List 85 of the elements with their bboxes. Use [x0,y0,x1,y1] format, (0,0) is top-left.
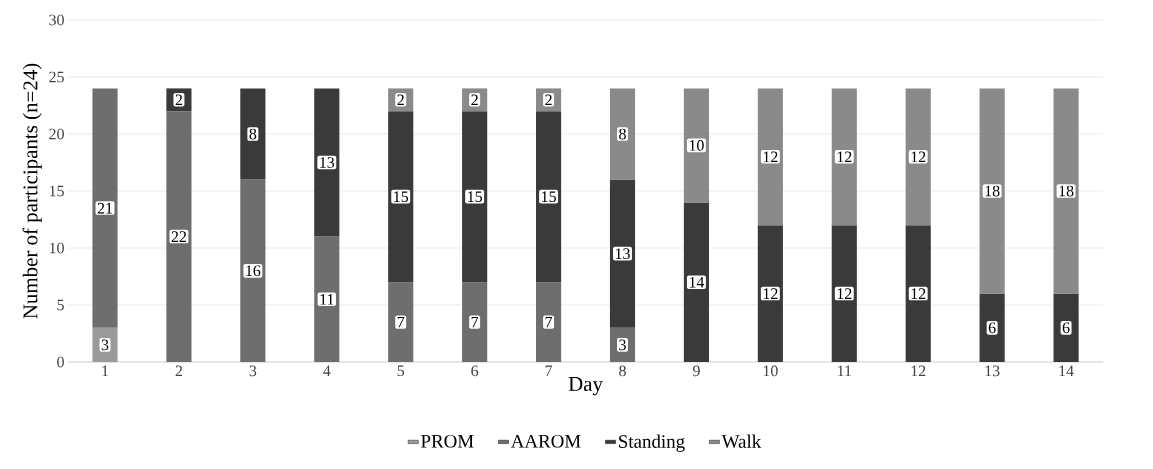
data-label: 12 [911,151,926,163]
bar [905,225,931,362]
data-label: 2 [175,94,183,106]
bar [536,282,562,362]
legend-label: Walk [721,434,762,448]
x-tick-label: 10 [763,365,778,377]
data-label: 16 [246,265,261,277]
data-label: 10 [689,140,704,151]
x-tick-label: 5 [397,365,405,377]
bar [979,293,1005,362]
data-label: 6 [988,322,996,334]
x-tick-label: 2 [175,365,183,377]
data-label: 7 [545,316,553,328]
x-tick-label: 4 [323,365,331,377]
data-label: 8 [619,128,626,140]
data-label: 14 [689,276,705,288]
bar [388,282,414,362]
x-tick-label: 1 [102,365,109,377]
x-tick-label: 7 [545,365,553,376]
bar [757,88,783,226]
bar [905,88,931,226]
y-axis-title: Number of participants (n=24) [22,63,42,319]
bar [831,88,857,226]
x-tick-label: 14 [1059,365,1074,377]
x-tick-label: 11 [838,365,852,377]
data-label: 2 [397,94,404,106]
data-label: 13 [320,157,335,168]
legend-label: Standing [619,434,685,452]
bar [462,282,488,362]
y-tick-label: 15 [49,185,64,197]
y-tick-label: 0 [57,356,64,368]
bar [1053,88,1079,294]
y-tick-label: 30 [49,14,64,26]
bar [536,111,562,283]
data-label: 7 [397,316,405,328]
bar [609,179,636,328]
y-tick-label: 20 [49,128,64,140]
legend-label: PROM [421,434,474,448]
legend-label: AAROM [510,434,581,448]
bar [831,225,857,362]
data-label: 22 [171,231,187,242]
y-tick-label: 5 [57,299,64,311]
x-tick-label: 3 [249,365,257,377]
y-tick-label: 10 [49,242,64,254]
y-tick-label: 25 [49,71,64,83]
x-tick-label: 13 [985,365,1000,377]
bar [683,202,709,362]
data-label: 18 [985,185,1000,197]
data-label: 12 [763,151,778,163]
x-tick-label: 12 [911,365,926,377]
data-label: 12 [763,288,778,299]
x-tick-label: 9 [692,365,700,377]
data-label: 15 [542,191,556,203]
bar [1053,293,1079,362]
x-tick-label: 6 [471,365,479,377]
data-label: 2 [545,94,552,106]
bar [314,88,340,237]
data-label: 3 [101,339,109,351]
data-label: 3 [619,339,626,351]
data-label: 12 [837,151,852,163]
data-label: 11 [320,294,334,305]
bar [92,88,118,328]
data-label: 18 [1059,185,1074,197]
bar [314,236,340,362]
data-label: 15 [468,191,482,203]
data-label: 21 [97,202,113,214]
x-axis-title: Day [568,377,603,396]
data-label: 6 [1062,322,1070,334]
data-label: 15 [394,191,409,203]
data-label: 12 [911,288,926,299]
data-label: 12 [837,288,852,299]
bar [166,111,192,362]
bar [609,88,636,180]
x-tick-label: 8 [619,365,626,377]
bar [979,88,1005,294]
data-label: 2 [471,94,478,106]
bar [757,225,783,362]
bar [462,111,488,283]
bar [240,179,266,362]
bar [240,88,266,180]
bar [388,111,414,283]
data-label: 7 [471,316,479,328]
data-label: 13 [615,248,630,260]
bar [683,88,709,203]
data-label: 8 [249,128,257,140]
